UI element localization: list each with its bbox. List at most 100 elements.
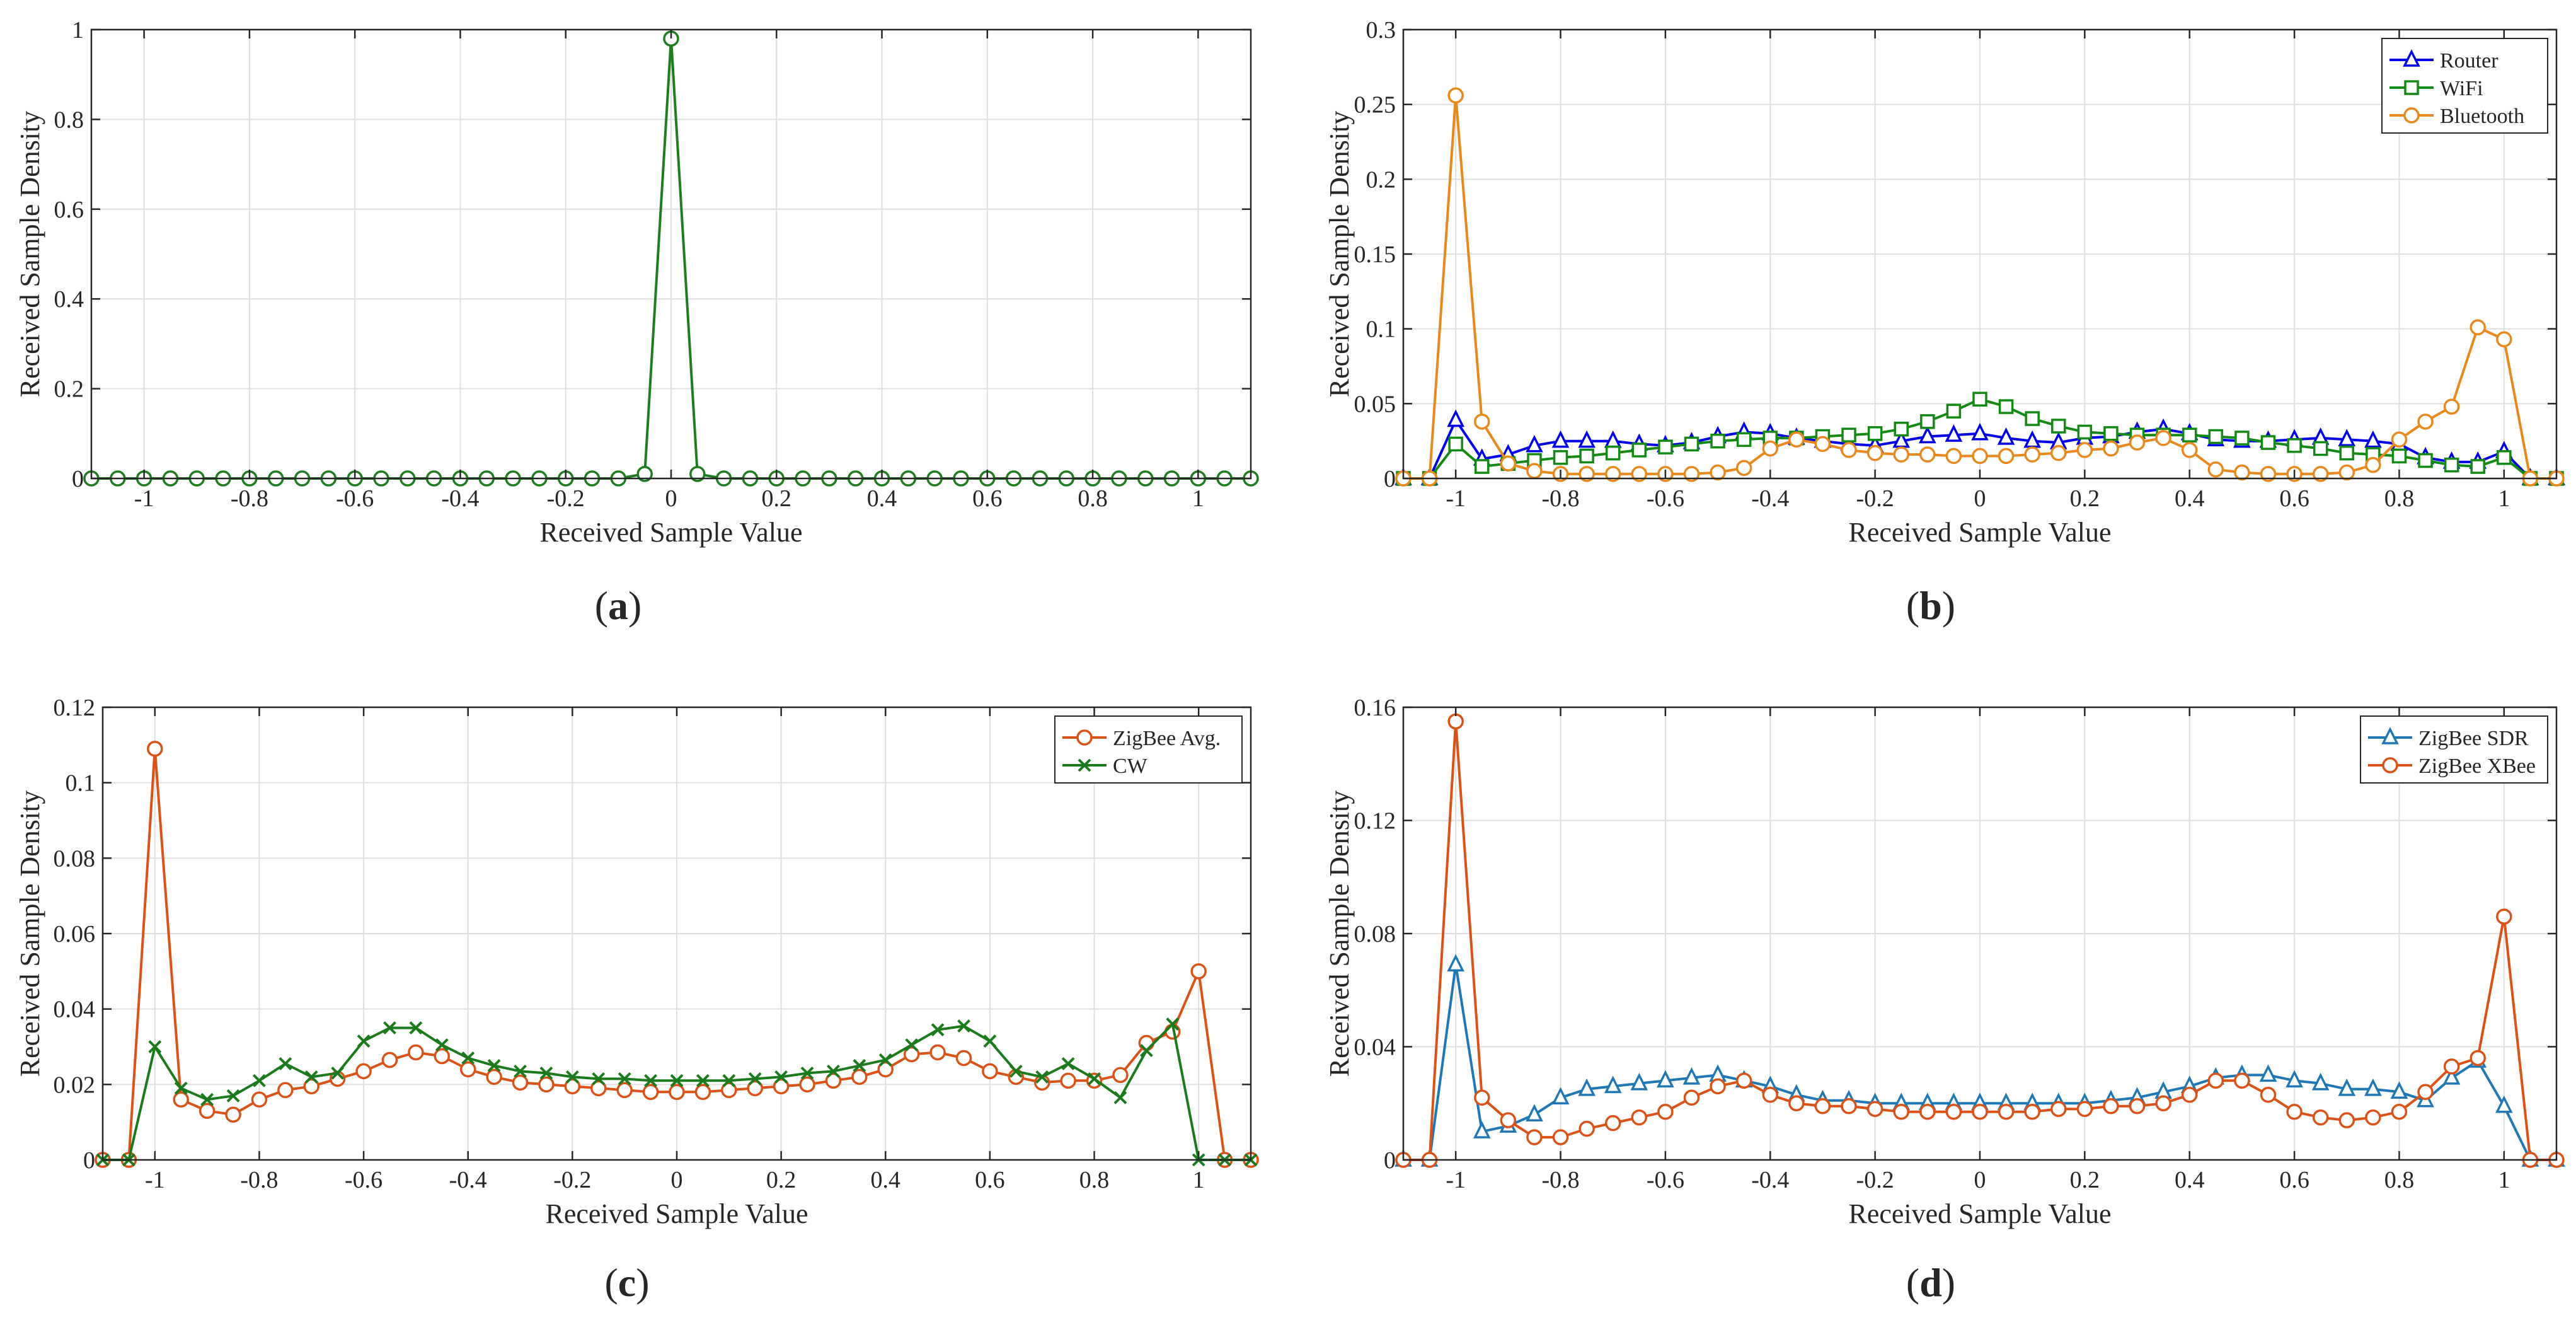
data-point (1604, 1075, 1622, 1094)
data-point (2182, 427, 2197, 443)
data-point (2496, 331, 2512, 348)
data-point (1579, 448, 1594, 464)
data-point (1710, 464, 1726, 481)
data-point (1448, 436, 1463, 452)
data-point (381, 1051, 398, 1068)
x-tick-label: 1 (1192, 485, 1204, 512)
x-tick-label: 0.4 (871, 1167, 901, 1193)
x-axis-label: Received Sample Value (545, 1198, 808, 1229)
data-point (2495, 1095, 2513, 1113)
x-tick-label: 0.6 (2279, 1167, 2309, 1193)
data-point (2338, 1078, 2356, 1096)
legend-swatch-marker (2381, 727, 2399, 744)
data-point (721, 1082, 737, 1099)
data-point (1578, 1078, 1596, 1096)
data-point (565, 1070, 579, 1084)
data-point (2076, 1101, 2093, 1117)
data-point (1945, 1103, 1962, 1120)
data-point (1526, 1129, 1543, 1145)
data-point (1009, 1064, 1023, 1078)
data-point (955, 1050, 972, 1067)
legend: ZigBee Avg. CW (1054, 715, 1243, 784)
legend-swatch-marker (2404, 80, 2419, 95)
data-point (2470, 459, 2485, 474)
data-point (1919, 446, 1936, 463)
data-point (253, 1074, 266, 1087)
data-point (2234, 1072, 2250, 1089)
data-point (1631, 466, 1648, 482)
y-axis-label: Received Sample Density (14, 790, 45, 1077)
data-point (1894, 421, 1909, 437)
y-tick-label: 0.2 (1366, 166, 1396, 193)
data-point (147, 741, 163, 757)
data-point (2024, 446, 2040, 463)
data-point (903, 1046, 920, 1063)
legend-label: Router (2440, 49, 2498, 72)
data-point (2259, 1064, 2277, 1082)
panel-label: (c) (604, 1260, 649, 1305)
y-tick-label: 0.08 (54, 845, 96, 872)
data-point (1945, 424, 1963, 442)
x-tick-label: 0.4 (867, 485, 897, 512)
x-tick-label: -0.6 (345, 1167, 382, 1193)
x-tick-label: -0.2 (553, 1167, 591, 1193)
data-point (1551, 1087, 1570, 1105)
data-point (1604, 1114, 1621, 1132)
x-axis-label: Received Sample Value (1848, 517, 2111, 548)
data-point (1657, 1103, 1674, 1120)
y-tick-label: 0.3 (1366, 17, 1396, 43)
panel-a: -1 -0.8 -0.6 -0.4 -0.2 0 0.2 0.4 0.6 0.8 1 0 0.2 0.4 0… (14, 17, 1259, 628)
data-point (825, 1072, 842, 1089)
panel-label: (d) (1906, 1260, 1955, 1305)
panel-d: -1 -0.8 -0.6 -0.4 -0.2 0 0.2 0.4 0.6 0.8 1 0 0.04 0.0… (1324, 695, 2565, 1305)
data-point (2260, 435, 2276, 450)
data-point (2338, 464, 2355, 481)
data-point (2077, 424, 2093, 440)
x-tick-label: -0.6 (1647, 1167, 1684, 1193)
data-point (1500, 1112, 1517, 1128)
x-tick-label: -1 (134, 485, 154, 512)
data-point (1866, 1101, 1883, 1117)
y-axis-label: Received Sample Density (1324, 790, 1355, 1077)
x-tick-label: 1 (1193, 1167, 1205, 1193)
x-axis-label: Received Sample Value (1848, 1198, 2111, 1229)
data-point (2339, 445, 2355, 461)
data-point (800, 1066, 814, 1080)
y-axis-label: Received Sample Density (14, 111, 45, 398)
data-point (642, 1084, 659, 1101)
legend-item: WiFi (2389, 77, 2483, 100)
data-point (1138, 1034, 1155, 1051)
data-point (303, 1078, 320, 1095)
data-point (689, 466, 706, 482)
x-tick-label: -0.8 (231, 485, 268, 512)
legend-swatch-marker (1078, 758, 1091, 772)
data-point (514, 1064, 527, 1078)
data-point (2443, 1058, 2460, 1075)
x-tick-label: 1 (2498, 485, 2510, 512)
data-point (1474, 1089, 1490, 1106)
y-tick-label: 0.25 (1354, 92, 1396, 119)
data-point (983, 1034, 997, 1048)
data-point (2155, 1095, 2171, 1111)
x-tick-label: -0.4 (441, 485, 479, 512)
y-tick-label: 0.15 (1354, 241, 1396, 268)
data-point (200, 1092, 214, 1106)
y-tick-label: 0.4 (54, 286, 84, 313)
data-point (2470, 1050, 2486, 1067)
x-tick-label: 0.6 (975, 1167, 1005, 1193)
data-point (2260, 1087, 2277, 1103)
data-point (1552, 1129, 1569, 1145)
tick-labels: -1 -0.8 -0.6 -0.4 -0.2 0 0.2 0.4 0.6 0.8 1 0 0.02 0.0… (54, 695, 1251, 1193)
data-point (1971, 422, 1989, 441)
legend-label: CW (1113, 755, 1148, 778)
series-bluetooth (1395, 87, 2565, 487)
legend-swatch-marker (2403, 49, 2420, 67)
data-point (331, 1066, 345, 1080)
data-point (279, 1057, 292, 1070)
legend-swatch-marker (2382, 757, 2398, 773)
data-point (1735, 1072, 1752, 1089)
tick-labels: -1 -0.8 -0.6 -0.4 -0.2 0 0.2 0.4 0.6 0.8 1 0 0.2 0.4 0… (54, 17, 1251, 512)
x-tick-label: -0.4 (449, 1167, 487, 1193)
data-point (1683, 466, 1700, 482)
y-tick-label: 0.04 (54, 997, 96, 1023)
